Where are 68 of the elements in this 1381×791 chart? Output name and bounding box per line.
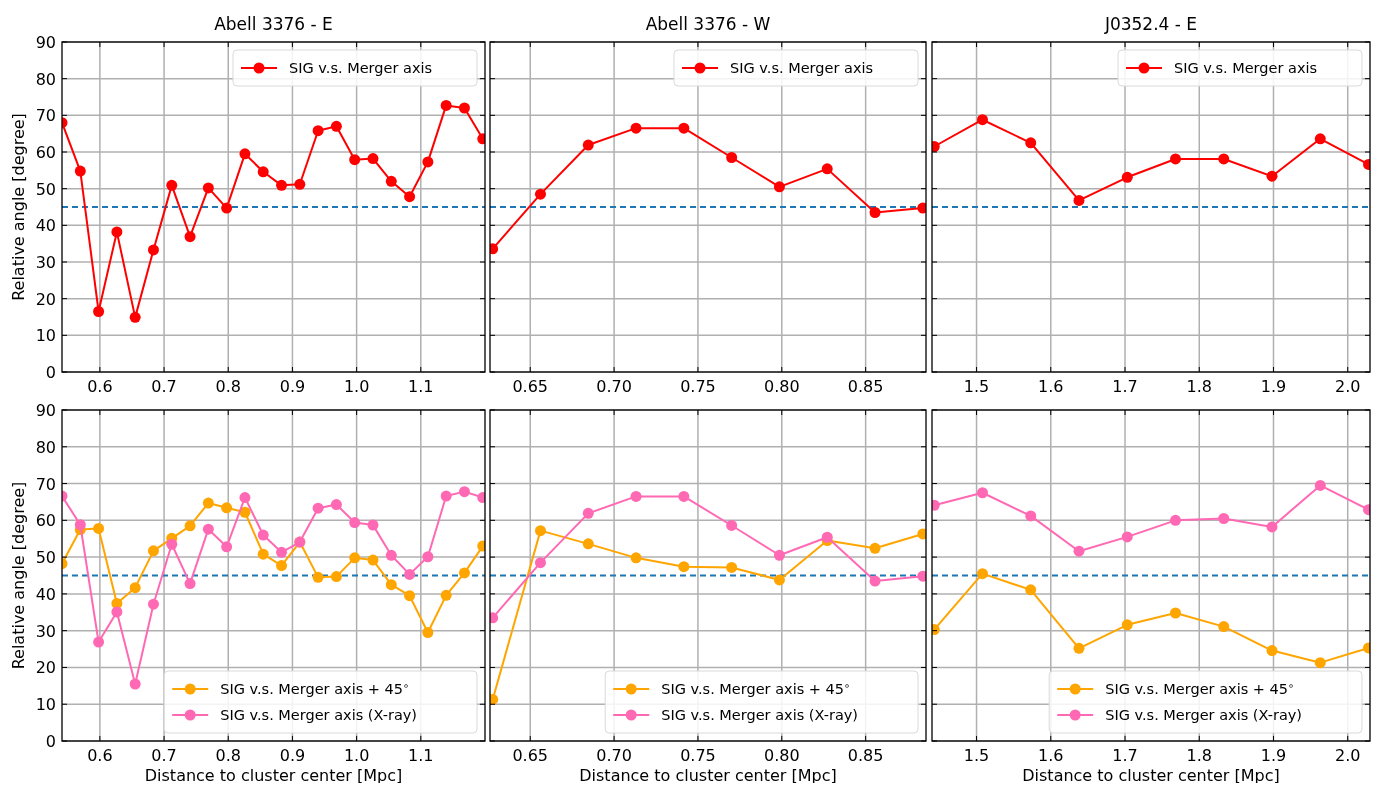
y-tick-label: 80 [35, 437, 56, 457]
chart-title: Abell 3376 - E [214, 14, 333, 34]
y-tick-label: 20 [35, 658, 56, 678]
y-tick-label: 50 [35, 548, 56, 568]
x-tick-label: 0.6 [87, 746, 113, 765]
y-tick-label: 50 [35, 179, 56, 199]
x-tick-label: 1.5 [963, 746, 990, 765]
x-tick-label: 0.65 [512, 746, 549, 765]
x-tick-label: 0.8 [215, 377, 241, 396]
chart-title: J0352.4 - E [1103, 14, 1198, 34]
legend-label: SIG v.s. Merger axis (X-ray) [1105, 707, 1303, 723]
y-tick-label: 30 [35, 621, 56, 641]
x-tick-label: 0.6 [87, 377, 113, 396]
x-tick-label: 1.6 [1038, 746, 1064, 765]
x-tick-label: 0.9 [279, 746, 306, 765]
y-tick-label: 70 [35, 106, 56, 126]
x-tick-label: 1.6 [1038, 377, 1064, 396]
legend-label: SIG v.s. Merger axis (X-ray) [661, 707, 859, 723]
x-tick-label: 1.9 [1260, 746, 1287, 765]
x-tick-label: 0.9 [279, 377, 306, 396]
x-tick-label: 0.80 [763, 746, 800, 765]
x-tick-label: 0.70 [596, 377, 632, 396]
y-tick-label: 90 [35, 401, 56, 420]
x-tick-label: 1.5 [963, 377, 990, 396]
x-tick-label: 1.7 [1112, 377, 1138, 396]
y-tick-label: 60 [35, 511, 56, 531]
x-tick-label: 0.8 [215, 746, 241, 765]
x-tick-label: 0.75 [680, 746, 716, 765]
x-tick-label: 2.0 [1335, 746, 1361, 765]
legend-label: SIG v.s. Merger axis + 45$^{∘}$ [220, 679, 410, 697]
y-tick-label: 40 [35, 584, 56, 604]
y-tick-label: 80 [35, 69, 56, 89]
y-tick-label: 40 [35, 216, 56, 236]
x-tick-label: 1.7 [1112, 746, 1138, 765]
x-tick-label: 1.8 [1186, 746, 1212, 765]
y-tick-label: 10 [35, 326, 56, 346]
x-tick-label: 0.85 [847, 746, 884, 765]
y-tick-label: 90 [35, 33, 56, 52]
x-tick-label: 2.0 [1335, 377, 1361, 396]
legend-label: SIG v.s. Merger axis (X-ray) [220, 707, 418, 723]
x-tick-label: 0.7 [151, 746, 177, 765]
y-tick-label: 60 [35, 143, 56, 162]
x-tick-label: 0.85 [847, 377, 884, 396]
y-tick-label: 0 [45, 732, 56, 751]
y-axis-title: Relative angle [degree] [9, 113, 28, 301]
y-tick-label: 30 [35, 253, 56, 272]
legend-label: SIG v.s. Merger axis [1174, 60, 1318, 76]
x-tick-label: 0.80 [763, 377, 800, 396]
x-tick-label: 1.9 [1260, 377, 1287, 396]
y-tick-label: 70 [35, 474, 56, 494]
x-tick-label: 1.1 [408, 746, 434, 765]
x-tick-label: 1.1 [408, 377, 434, 396]
x-tick-label: 1.0 [343, 377, 370, 396]
x-tick-label: 1.8 [1186, 377, 1212, 396]
y-tick-label: 0 [45, 363, 56, 382]
x-tick-label: 1.0 [343, 746, 370, 765]
x-tick-label: 0.70 [596, 746, 632, 765]
y-tick-label: 20 [35, 289, 56, 309]
chart-title: Abell 3376 - W [645, 14, 771, 34]
x-tick-label: 0.7 [151, 377, 177, 396]
y-axis-title: Relative angle [degree] [9, 481, 28, 670]
legend-label: SIG v.s. Merger axis [289, 60, 433, 76]
x-tick-label: 0.65 [512, 377, 549, 396]
y-tick-label: 10 [35, 695, 56, 715]
legend-label: SIG v.s. Merger axis + 45$^{∘}$ [1105, 679, 1295, 697]
legend-label: SIG v.s. Merger axis + 45$^{∘}$ [661, 679, 851, 697]
legend-label: SIG v.s. Merger axis [730, 60, 874, 76]
x-tick-label: 0.75 [680, 377, 716, 396]
